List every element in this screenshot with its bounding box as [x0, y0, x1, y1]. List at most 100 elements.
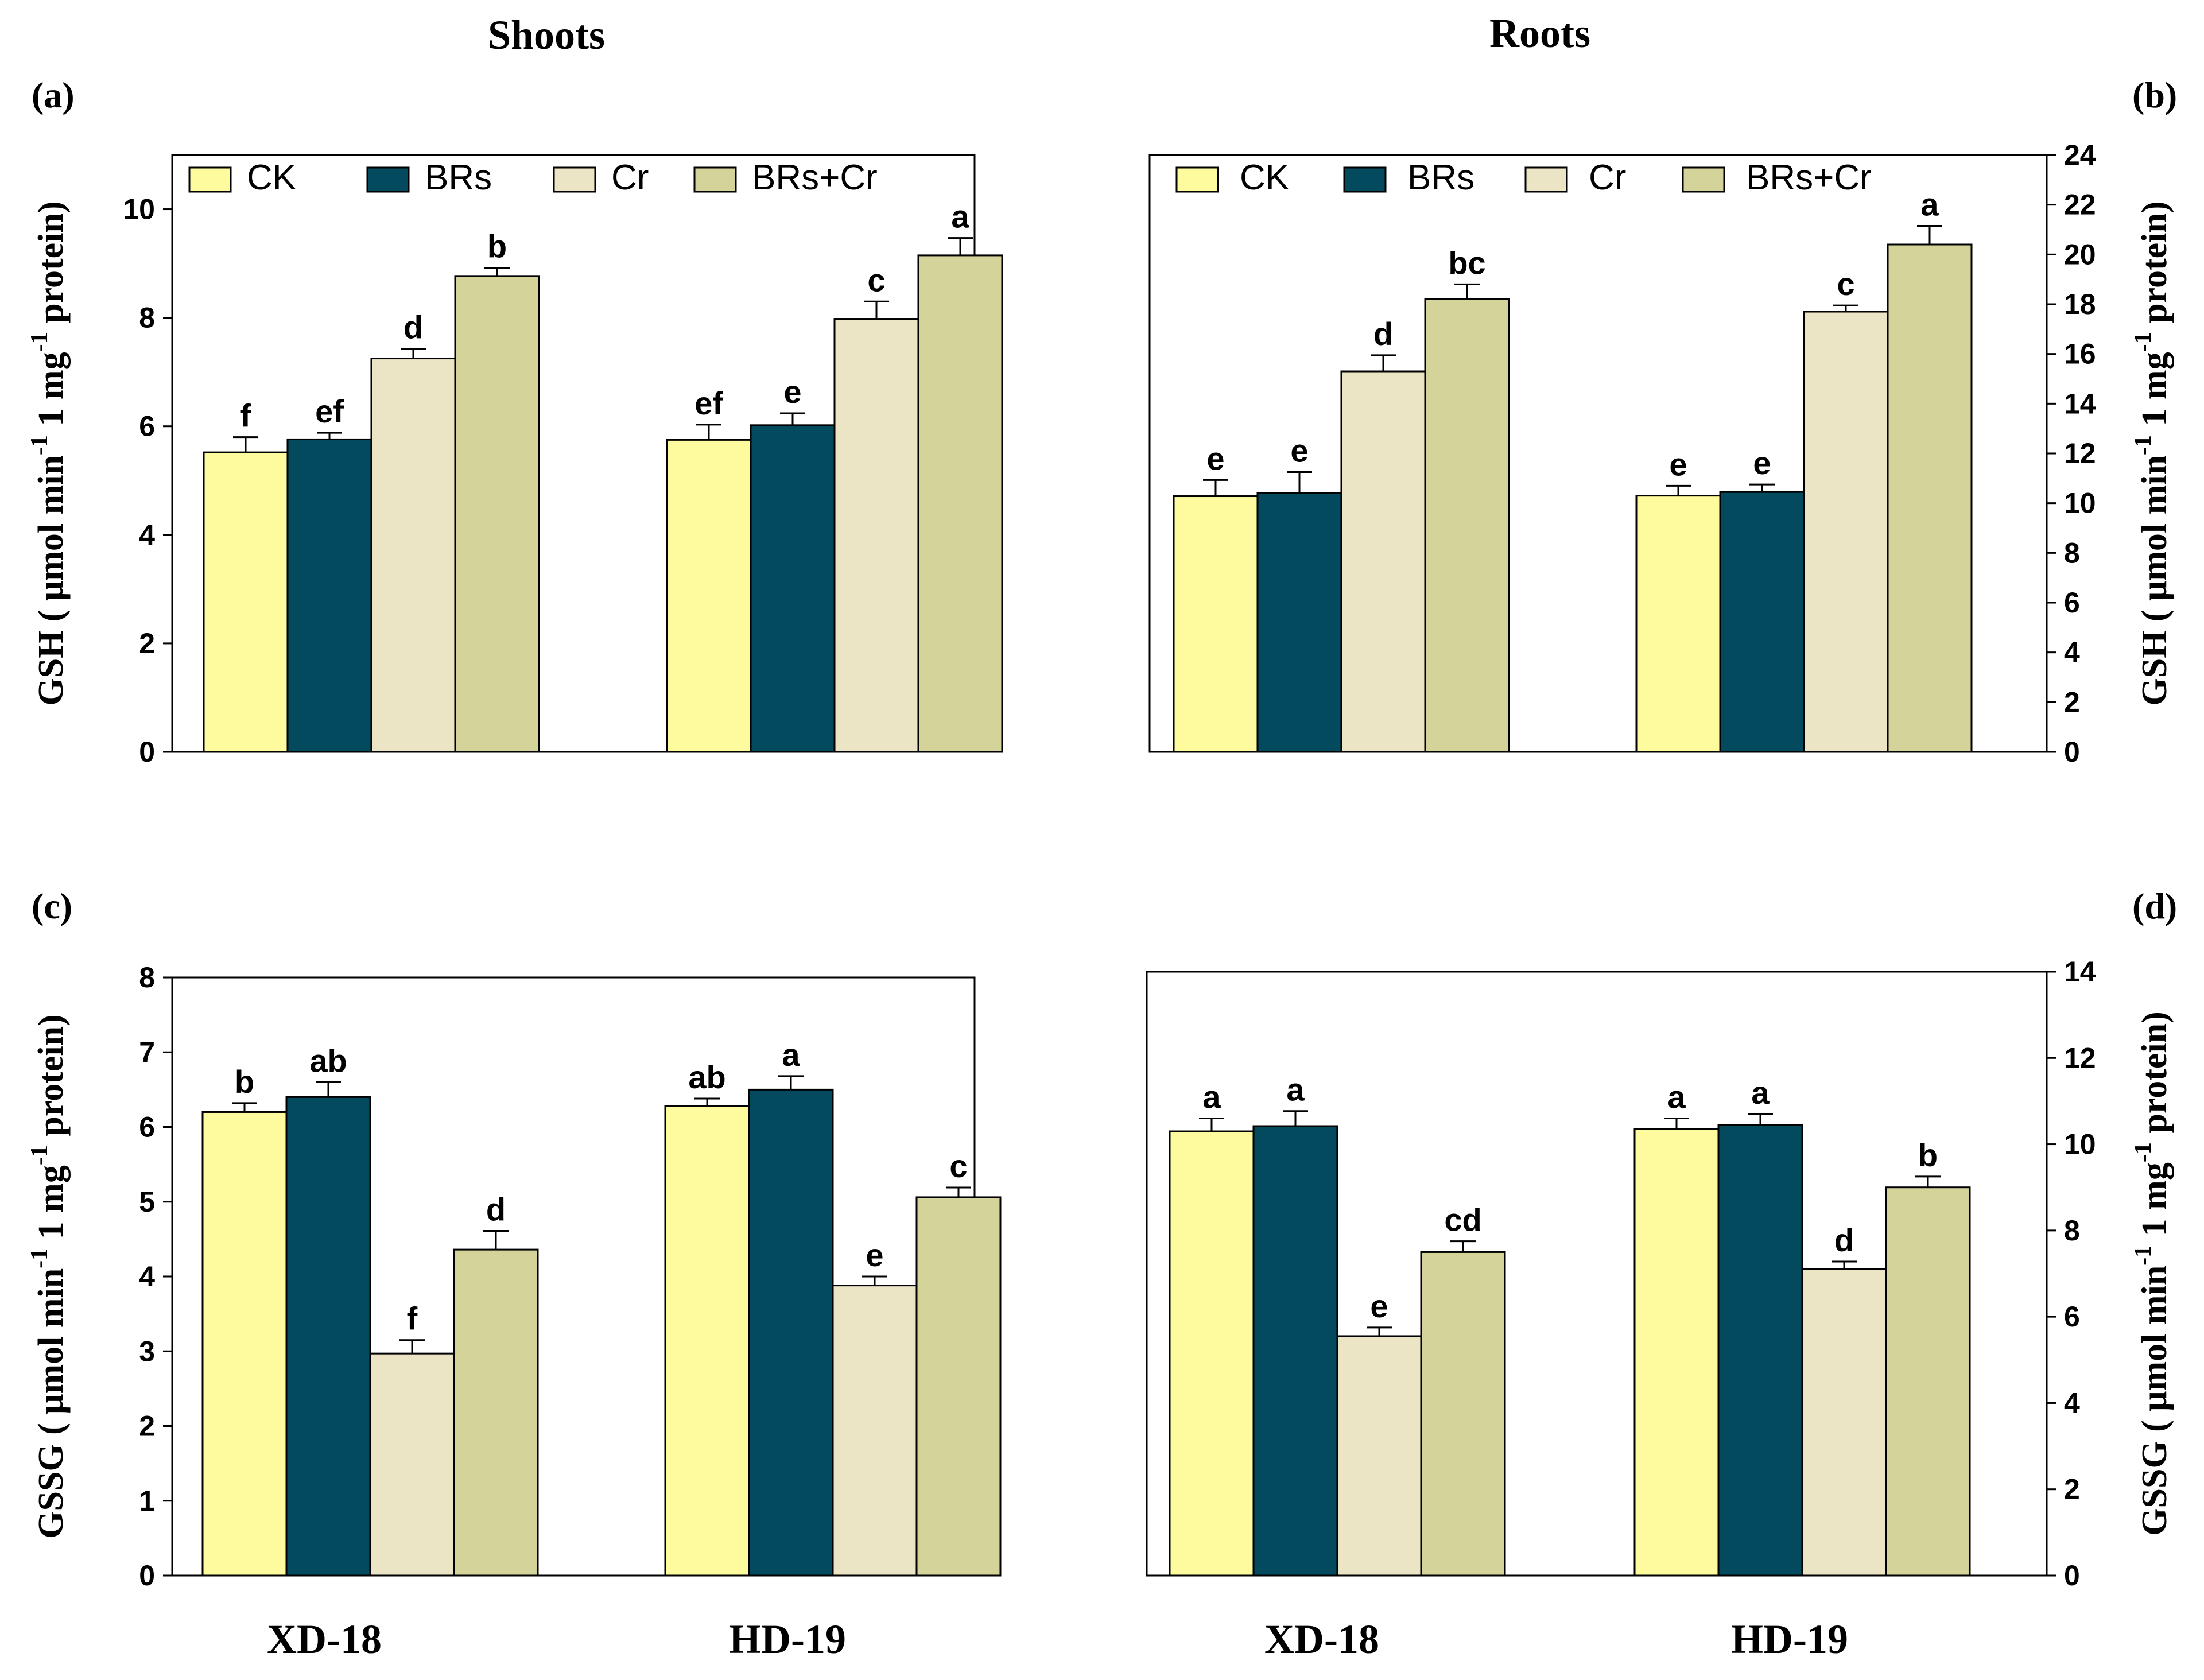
bar-brs-xd-18 — [1252, 1125, 1338, 1577]
significance-letter: ef — [315, 393, 344, 429]
y-tick-label: 16 — [2064, 338, 2096, 370]
panel-d-roots-gssg: 0 2 4 6 8 10 12 14 GSSG ( μmol min-1 1 mg-1 prot… — [1146, 956, 2175, 1592]
legend-label: BRs+Cr — [1746, 158, 1872, 197]
y-tick-label: 4 — [2064, 637, 2080, 669]
bar-cr-xd-18 — [1340, 370, 1426, 753]
y-tick-label: 10 — [123, 193, 155, 226]
significance-letter: e — [1753, 445, 1771, 481]
significance-letter: e — [1669, 446, 1687, 482]
legend-swatch-cr — [553, 166, 596, 193]
significance-letter: e — [1206, 440, 1224, 476]
significance-letter: a — [1751, 1074, 1770, 1111]
bar-brs-plus-cr-xd-18 — [1420, 1251, 1506, 1577]
legend-label: CK — [247, 158, 296, 197]
significance-letter: a — [1667, 1078, 1686, 1115]
y-tick-label: 18 — [2064, 288, 2096, 320]
bar-brs-xd-18 — [286, 438, 372, 753]
bar-cr-xd-18 — [370, 358, 456, 753]
bar-ck-hd-19 — [1635, 495, 1721, 753]
significance-letter: b — [235, 1064, 254, 1100]
y-tick-label: 6 — [2064, 587, 2080, 619]
bar-cr-hd-19 — [1803, 311, 1889, 753]
bar-cr-hd-19 — [832, 1285, 918, 1577]
y-tick-label: 1 — [139, 1485, 155, 1517]
y-tick-label: 2 — [139, 627, 155, 659]
y-tick-label: 4 — [139, 1260, 155, 1293]
bar-ck-xd-18 — [203, 451, 289, 753]
y-tick-label: 8 — [2064, 537, 2080, 569]
significance-letter: bc — [1448, 245, 1485, 281]
panel-tag-b: (b) — [2132, 75, 2177, 115]
panel-c-shoots-gssg: 0 1 2 3 4 5 6 7 8 GSSG ( μmol min-1 1 mg-1 protei… — [26, 961, 1002, 1592]
y-tick-label: 6 — [139, 410, 155, 443]
legend-label: Cr — [611, 158, 649, 197]
significance-letter: c — [867, 262, 885, 298]
significance-letter: c — [949, 1148, 967, 1184]
significance-letter: d — [403, 309, 423, 346]
panel-tag-a: (a) — [32, 75, 75, 115]
y-tick-label: 8 — [2064, 1215, 2080, 1247]
bar-brs-plus-cr-hd-19 — [917, 254, 1003, 753]
y-tick-label: 0 — [139, 736, 155, 768]
bar-cr-hd-19 — [1801, 1268, 1887, 1577]
bar-ck-xd-18 — [1169, 1130, 1255, 1577]
y-tick-label: 10 — [2064, 487, 2096, 519]
significance-letter: ef — [694, 385, 723, 421]
y-tick-label: 2 — [2064, 1473, 2080, 1506]
bar-brs-plus-cr-xd-18 — [1424, 298, 1510, 753]
y-tick-label: 22 — [2064, 189, 2096, 221]
significance-letter: a — [951, 199, 969, 235]
legend-label: Cr — [1589, 158, 1626, 197]
bar-ck-hd-19 — [664, 1105, 750, 1577]
plot-frame — [1146, 971, 2048, 1577]
significance-letter: e — [1290, 433, 1308, 469]
bar-brs-plus-cr-hd-19 — [1885, 1186, 1971, 1577]
y-tick-label: 7 — [139, 1036, 155, 1068]
y-tick-label: 6 — [2064, 1301, 2080, 1333]
legend-swatch-brs — [366, 166, 410, 193]
y-tick-label: 12 — [2064, 1042, 2096, 1074]
y-tick-label: 4 — [139, 519, 155, 551]
y-tick-label: 0 — [2064, 736, 2080, 768]
y-tick-label: 6 — [139, 1111, 155, 1143]
y-tick-label: 4 — [2064, 1387, 2080, 1419]
significance-letter: ab — [688, 1059, 725, 1095]
significance-letter: a — [1202, 1078, 1221, 1115]
column-title-shoots: Shoots — [488, 12, 605, 58]
bar-brs-plus-cr-xd-18 — [454, 275, 540, 753]
y-tick-label: 0 — [139, 1559, 155, 1592]
column-title-roots: Roots — [1489, 10, 1590, 56]
y-tick-label: 2 — [2064, 686, 2080, 718]
y-tick-label: 14 — [2064, 956, 2096, 988]
y-tick-label: 20 — [2064, 238, 2096, 270]
y-tick-label: 2 — [139, 1410, 155, 1442]
significance-letter: b — [1918, 1137, 1938, 1173]
y-tick-label: 8 — [139, 302, 155, 334]
panel-tag-d: (d) — [2132, 886, 2177, 926]
legend-label: BRs — [425, 158, 492, 197]
significance-letter: b — [487, 228, 507, 265]
category-label-xd18-roots: XD-18 — [1264, 1616, 1379, 1662]
bar-cr-hd-19 — [833, 318, 919, 753]
significance-letter: e — [783, 374, 801, 410]
y-tick-label: 0 — [2064, 1559, 2080, 1592]
significance-letter: d — [1373, 316, 1393, 352]
y-tick-label: 24 — [2064, 139, 2096, 171]
significance-letter: d — [486, 1192, 506, 1228]
bar-brs-xd-18 — [285, 1096, 371, 1577]
y-axis-title: GSH ( μmol min-1 1 mg-1 protein) — [2130, 201, 2175, 705]
y-axis-title: GSSG ( μmol min-1 1 mg-1 protein) — [26, 1014, 71, 1539]
y-tick-label: 12 — [2064, 437, 2096, 470]
y-tick-label: 14 — [2064, 387, 2096, 420]
significance-letter: e — [866, 1237, 883, 1273]
y-tick-label: 3 — [139, 1335, 155, 1367]
legend-label: BRs+Cr — [752, 158, 878, 197]
y-axis-title: GSSG ( μmol min-1 1 mg-1 protein) — [2130, 1011, 2175, 1536]
category-label-xd18-shoots: XD-18 — [267, 1616, 382, 1662]
legend-swatch-cr — [1524, 166, 1568, 193]
bar-brs-plus-cr-xd-18 — [453, 1248, 539, 1577]
panel-tag-c: (c) — [32, 886, 72, 926]
category-label-hd19-roots: HD-19 — [1731, 1616, 1848, 1662]
significance-letter: ab — [309, 1042, 347, 1078]
